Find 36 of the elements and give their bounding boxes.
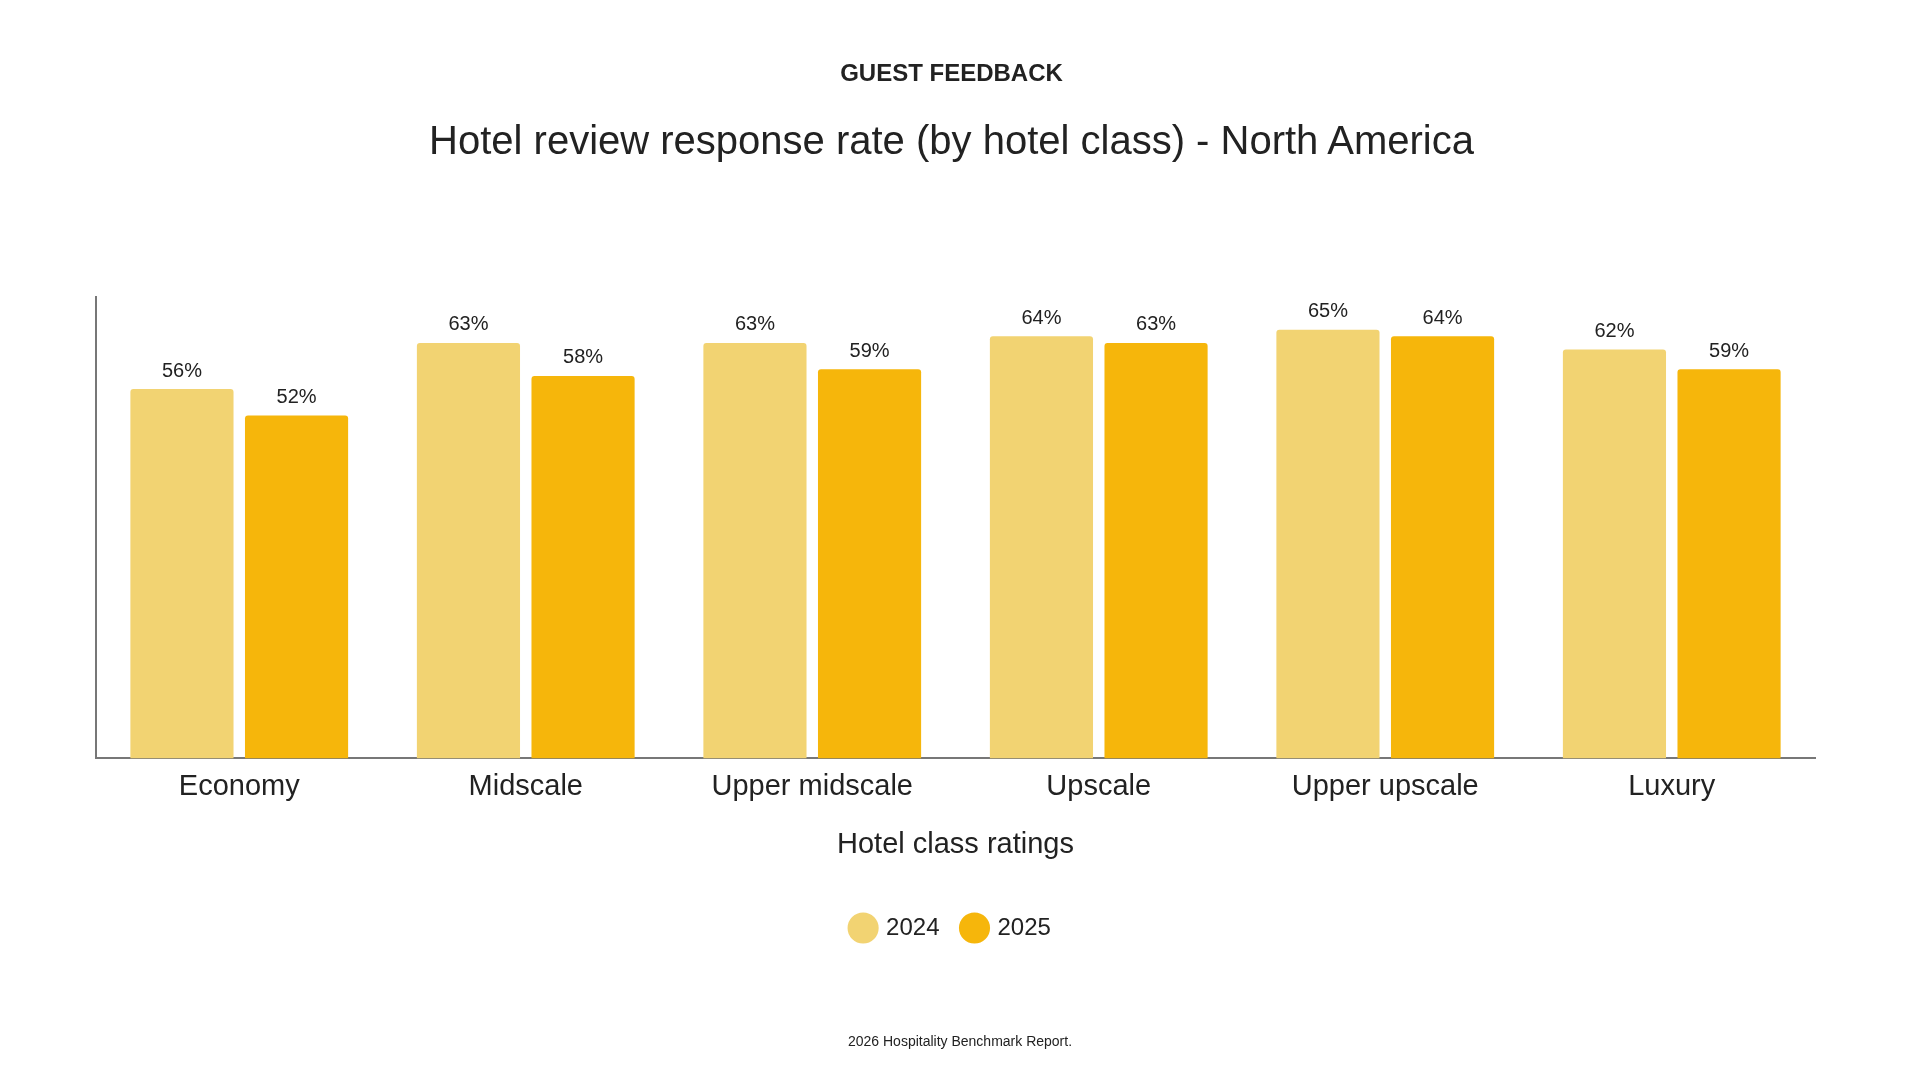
data-label: 64% [1021, 305, 1062, 328]
bar [1677, 369, 1781, 759]
data-label: 59% [1709, 338, 1750, 361]
data-label: 65% [1307, 299, 1349, 322]
bar [531, 375, 635, 759]
bar [817, 369, 922, 759]
data-label: 59% [849, 338, 890, 361]
legend-label: 2025 [997, 912, 1051, 940]
data-label: 63% [734, 312, 776, 335]
chart-subtitle: Hotel review response rate (by hotel class) - North America [429, 117, 1475, 162]
data-label: 56% [161, 358, 203, 381]
bar [130, 389, 234, 759]
data-label: 62% [1594, 319, 1635, 342]
bar [416, 342, 521, 759]
bar [1390, 336, 1495, 759]
x-tick-label: Upper upscale [1291, 768, 1479, 801]
bar [989, 336, 1094, 759]
x-axis-title: Hotel class ratings [837, 826, 1074, 859]
data-label: 52% [276, 385, 317, 408]
chart-title: GUEST FEEDBACK [840, 59, 1064, 87]
x-tick-label: Economy [178, 768, 301, 801]
data-label: 63% [1136, 312, 1177, 335]
legend-label: 2024 [886, 912, 940, 940]
data-label: 58% [563, 345, 604, 368]
bar [703, 342, 807, 759]
bar [244, 415, 349, 759]
data-label: 64% [1422, 305, 1463, 328]
bar [1276, 329, 1380, 759]
x-tick-label: Midscale [468, 768, 583, 801]
data-label: 63% [448, 312, 489, 335]
x-tick-label: Luxury [1628, 768, 1716, 801]
x-tick-label: Upscale [1046, 768, 1152, 801]
bar [1562, 349, 1667, 759]
bar [1104, 342, 1208, 759]
text: 2026 Hospitality Benchmark Report. [847, 1032, 1073, 1049]
x-tick-label: Upper midscale [711, 768, 913, 801]
